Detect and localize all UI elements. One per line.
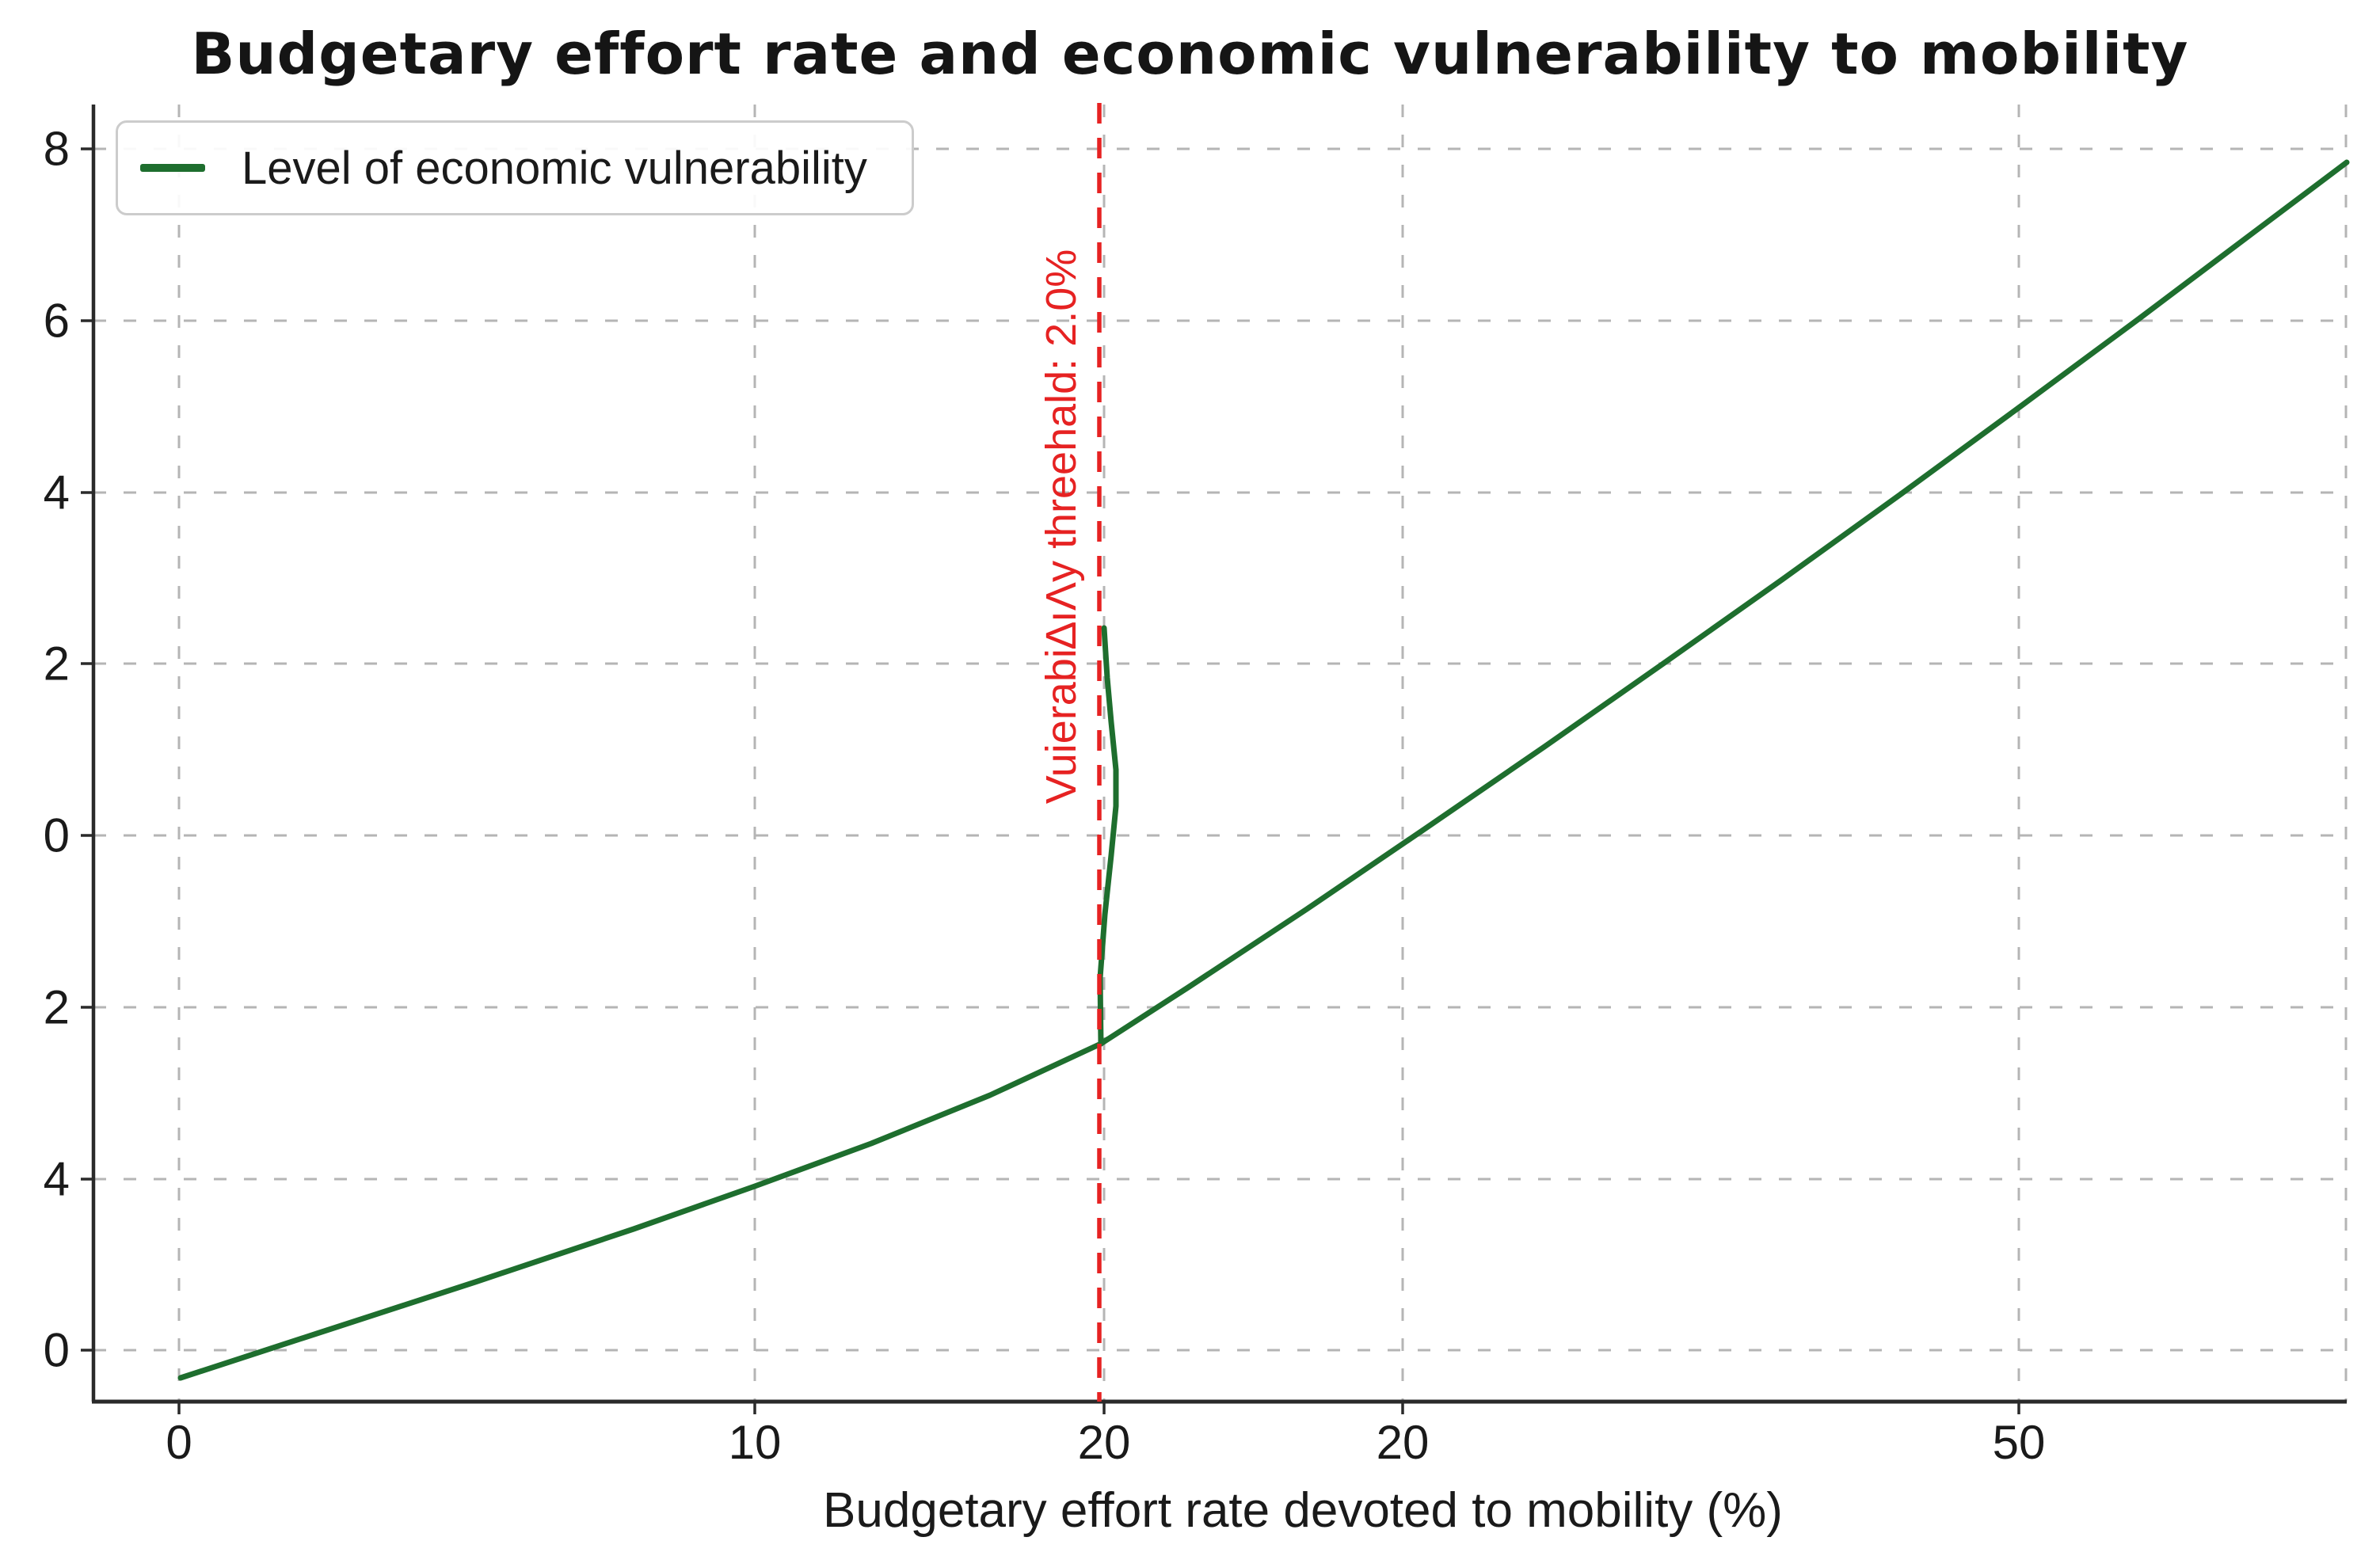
grid-layer [93, 105, 2348, 1402]
chart-title: Budgetary effort rate and economic vulne… [191, 21, 2189, 87]
y-tick-label: 4 [44, 1153, 70, 1206]
threshold-label: Vuierabi∆ıΛy threehald: 2.0% [1038, 249, 1085, 805]
x-tick-label: 10 [729, 1416, 782, 1469]
x-tick-label: 20 [1377, 1416, 1430, 1469]
y-tick-label: 8 [44, 123, 70, 176]
y-tick-label: 2 [44, 637, 70, 691]
legend: Level of economic vulnerability [116, 120, 914, 215]
legend-label: Level of economic vulnerability [242, 142, 867, 194]
vulnerability-curve [1097, 625, 1119, 1047]
vulnerability-curve [177, 1041, 1104, 1381]
x-tick-label: 20 [1078, 1416, 1131, 1469]
x-tick-label: 50 [1993, 1416, 2046, 1469]
y-tick-label: 0 [44, 809, 70, 862]
legend-line-swatch-icon [140, 164, 205, 172]
y-tick-label: 4 [44, 466, 70, 519]
x-axis-label: Budgetary effort rate devoted to mobilit… [823, 1483, 1783, 1538]
y-tick-label: 0 [44, 1324, 70, 1377]
vulnerability-curve [1098, 159, 2350, 1047]
y-tick-label: 6 [44, 295, 70, 348]
y-tick-label: 2 [44, 981, 70, 1034]
series-layer [177, 159, 2350, 1381]
x-tick-label: 0 [166, 1416, 192, 1469]
